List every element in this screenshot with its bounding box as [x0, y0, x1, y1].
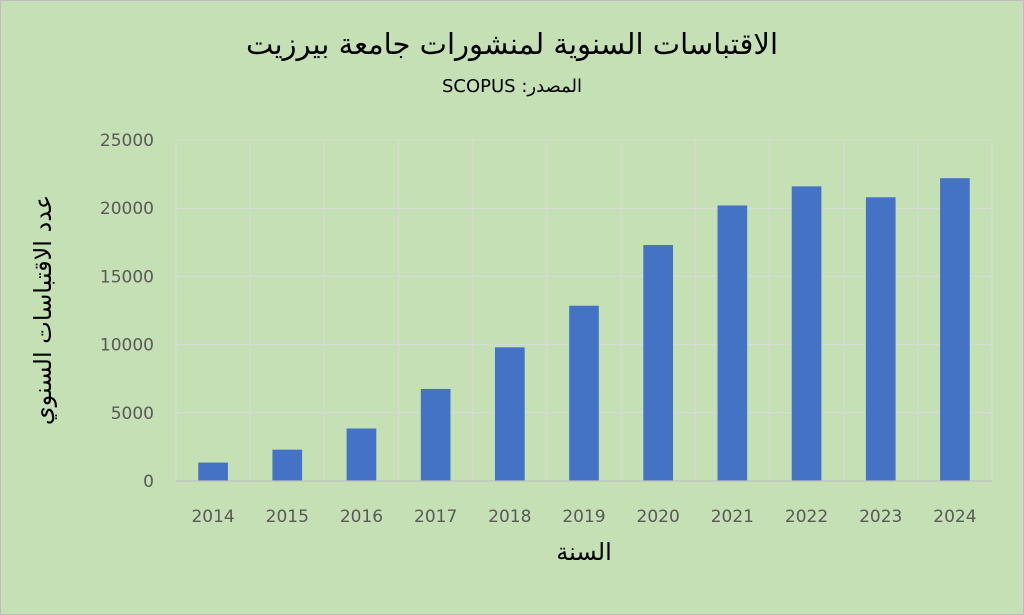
x-tick-label: 2024 — [933, 507, 976, 527]
x-tick-label: 2020 — [637, 507, 680, 527]
y-tick-label: 10000 — [100, 336, 154, 356]
chart-subtitle: المصدر: SCOPUS — [442, 76, 582, 97]
bar — [198, 462, 228, 481]
x-tick-label: 2021 — [711, 507, 754, 527]
x-tick-label: 2017 — [414, 507, 457, 527]
bar — [865, 197, 896, 481]
y-tick-label: 5000 — [111, 404, 154, 424]
x-tick-label: 2019 — [562, 507, 605, 527]
y-tick-label: 25000 — [100, 131, 154, 151]
bar — [717, 205, 748, 482]
y-tick-label: 0 — [143, 472, 154, 492]
bar — [272, 449, 303, 481]
y-axis-title: عدد الاقتباسات السنوي — [29, 195, 57, 425]
bar — [569, 305, 599, 481]
x-tick-labels: 2014 2015 2016 2017 2018 2019 2020 2021 2022 2023… — [191, 507, 976, 527]
x-tick-label: 2022 — [785, 507, 828, 527]
x-tick-label: 2015 — [266, 507, 309, 527]
y-tick-label: 15000 — [100, 267, 154, 287]
x-tick-label: 2014 — [191, 507, 234, 527]
bar — [643, 245, 674, 481]
bar — [494, 347, 525, 481]
y-tick-label: 20000 — [100, 199, 154, 219]
chart-title: الاقتباسات السنوية لمنشورات جامعة بيرزيت — [246, 27, 778, 61]
y-tick-labels: 0 5000 10000 15000 20000 25000 — [100, 131, 154, 492]
x-axis-title: السنة — [556, 538, 612, 566]
bar — [940, 178, 970, 481]
x-tick-label: 2018 — [488, 507, 531, 527]
bars — [198, 178, 970, 482]
bar — [791, 186, 822, 481]
x-tick-label: 2016 — [340, 507, 383, 527]
bar — [420, 388, 451, 481]
x-tick-label: 2023 — [859, 507, 902, 527]
bar — [346, 428, 377, 481]
